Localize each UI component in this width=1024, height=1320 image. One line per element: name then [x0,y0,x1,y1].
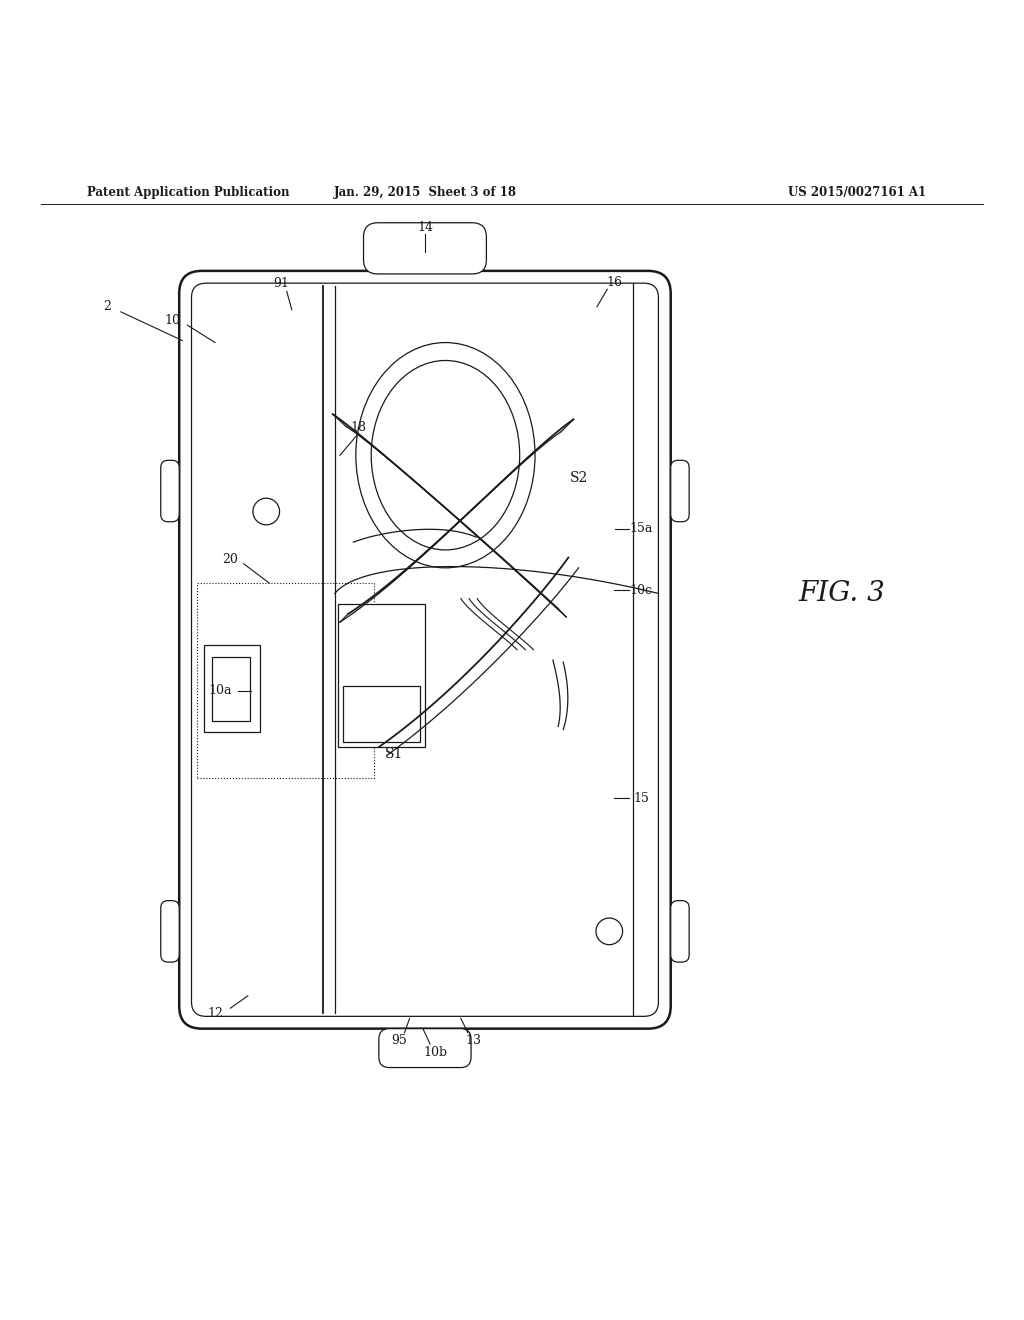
Text: 91: 91 [273,277,290,289]
FancyBboxPatch shape [161,461,179,521]
Circle shape [596,917,623,945]
FancyBboxPatch shape [161,900,179,962]
Bar [212,657,250,722]
Text: 2: 2 [103,300,112,313]
Text: 20: 20 [222,553,239,566]
Text: Jan. 29, 2015  Sheet 3 of 18: Jan. 29, 2015 Sheet 3 of 18 [334,186,516,198]
Text: 15a: 15a [630,523,652,536]
FancyBboxPatch shape [379,1028,471,1068]
Text: US 2015/0027161 A1: US 2015/0027161 A1 [788,186,927,198]
Text: S1: S1 [385,747,403,762]
Text: 15: 15 [633,792,649,805]
Text: 13: 13 [465,1035,481,1048]
Bar [343,685,420,742]
Bar [338,603,425,747]
Text: S2: S2 [569,471,588,484]
Text: Patent Application Publication: Patent Application Publication [87,186,290,198]
Text: FIG. 3: FIG. 3 [799,579,886,607]
Text: 10a: 10a [209,684,231,697]
Bar [204,644,260,731]
Text: 95: 95 [391,1035,408,1048]
Text: 14: 14 [417,222,433,235]
FancyBboxPatch shape [364,223,486,275]
Text: 10c: 10c [630,583,652,597]
FancyBboxPatch shape [179,271,671,1028]
Text: 10: 10 [164,314,180,326]
Text: 16: 16 [606,276,623,289]
Text: 10b: 10b [423,1045,447,1059]
Text: 12: 12 [207,1007,223,1020]
Text: 18: 18 [350,421,367,434]
Circle shape [253,498,280,525]
FancyBboxPatch shape [671,900,689,962]
FancyBboxPatch shape [671,461,689,521]
